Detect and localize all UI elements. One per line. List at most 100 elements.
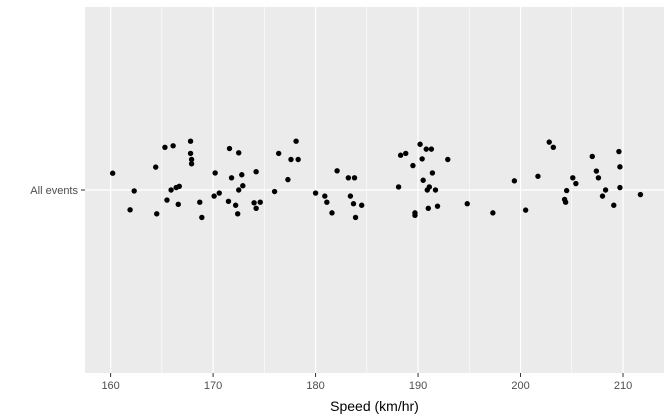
- data-point: [425, 205, 432, 211]
- data-point: [257, 199, 263, 205]
- data-point: [395, 184, 402, 190]
- data-point: [225, 198, 232, 204]
- data-point: [176, 183, 182, 190]
- data-point: [170, 143, 176, 149]
- data-point: [226, 145, 233, 152]
- data-point: [168, 187, 174, 193]
- data-point: [352, 214, 359, 221]
- data-point: [595, 175, 602, 181]
- data-point: [490, 210, 496, 216]
- data-point: [187, 150, 194, 157]
- data-point: [570, 175, 576, 181]
- data-point: [234, 211, 241, 217]
- data-point: [293, 138, 299, 144]
- data-point: [637, 191, 644, 198]
- data-point: [212, 170, 218, 176]
- data-point: [187, 138, 194, 144]
- data-point: [617, 184, 623, 191]
- data-point: [188, 161, 195, 167]
- data-point: [312, 190, 319, 196]
- data-point: [511, 178, 518, 184]
- data-point: [464, 201, 470, 207]
- data-point: [153, 164, 159, 170]
- data-point: [351, 175, 358, 181]
- data-point: [236, 187, 242, 193]
- y-tick-label: All events: [30, 185, 78, 197]
- data-point: [616, 148, 622, 155]
- data-point: [417, 141, 423, 147]
- data-point: [127, 207, 133, 213]
- data-point: [522, 207, 529, 213]
- data-point: [562, 199, 569, 205]
- data-point: [197, 199, 203, 205]
- data-point: [232, 202, 239, 208]
- data-points: [109, 138, 644, 221]
- data-point: [211, 193, 217, 199]
- data-point: [434, 203, 441, 209]
- data-point: [403, 150, 409, 157]
- data-point: [271, 188, 278, 195]
- x-tick-label: 190: [409, 380, 427, 392]
- data-point: [550, 144, 557, 150]
- data-point: [358, 202, 365, 208]
- data-point: [288, 156, 294, 163]
- x-axis-tick-labels: 160 170 180 190 200 210: [101, 380, 632, 392]
- data-point: [429, 170, 436, 176]
- data-point: [228, 175, 235, 181]
- data-point: [412, 212, 418, 219]
- data-point: [253, 205, 259, 211]
- data-point: [428, 146, 435, 152]
- data-point: [295, 156, 301, 163]
- data-point: [611, 202, 617, 208]
- y-axis-tick-labels: All events: [30, 185, 78, 197]
- data-point: [563, 187, 570, 194]
- data-point: [397, 152, 404, 158]
- data-point: [617, 164, 623, 170]
- data-point: [253, 169, 259, 175]
- data-point: [573, 180, 579, 187]
- data-point: [426, 184, 433, 190]
- data-point: [602, 187, 609, 193]
- data-point: [162, 144, 168, 150]
- data-point: [322, 193, 328, 199]
- data-point: [432, 187, 439, 193]
- data-point: [154, 211, 160, 217]
- data-point: [535, 173, 541, 179]
- data-point: [236, 150, 242, 156]
- data-point: [175, 201, 181, 208]
- data-point: [589, 153, 595, 160]
- data-point: [419, 156, 425, 162]
- data-point: [599, 193, 606, 199]
- data-point: [329, 210, 335, 216]
- data-point: [216, 190, 222, 196]
- data-point: [546, 139, 552, 145]
- x-tick-label: 200: [511, 380, 529, 392]
- data-point: [164, 197, 170, 203]
- x-axis-title: Speed (km/hr): [330, 398, 419, 414]
- data-point: [350, 201, 357, 207]
- data-point: [593, 168, 600, 174]
- data-point: [240, 183, 246, 189]
- data-point: [423, 146, 429, 152]
- x-tick-label: 160: [101, 380, 119, 392]
- data-point: [188, 156, 195, 163]
- x-axis-ticks: [110, 373, 624, 377]
- data-point: [275, 150, 282, 157]
- data-point: [345, 175, 352, 181]
- data-point: [324, 199, 330, 205]
- data-point: [420, 177, 426, 183]
- data-point: [239, 172, 245, 178]
- data-point: [334, 168, 340, 174]
- data-point: [445, 156, 451, 163]
- data-point: [109, 170, 116, 176]
- data-point: [410, 162, 416, 169]
- x-tick-label: 210: [614, 380, 632, 392]
- data-point: [251, 200, 257, 206]
- data-point: [347, 193, 354, 199]
- x-tick-label: 180: [306, 380, 324, 392]
- x-tick-label: 170: [204, 380, 222, 392]
- data-point: [131, 188, 137, 194]
- data-point: [199, 214, 205, 221]
- data-point: [285, 176, 291, 183]
